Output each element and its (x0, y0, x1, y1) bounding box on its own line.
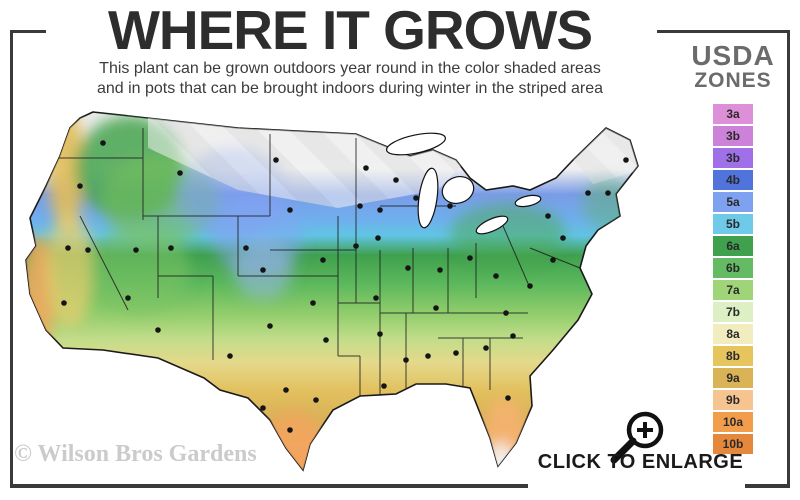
frame-top-right-segment (657, 30, 790, 33)
city-dot (283, 387, 289, 393)
city-dot (77, 183, 83, 189)
city-dot (527, 283, 533, 289)
city-dot (623, 157, 629, 163)
city-dot (65, 245, 71, 251)
frame-bottom-right-segment (745, 484, 790, 488)
city-dot (467, 255, 473, 261)
city-dot (125, 295, 131, 301)
city-dot (61, 300, 67, 306)
frame-bottom-left-segment (10, 484, 528, 488)
subtitle: This plant can be grown outdoors year ro… (0, 59, 700, 99)
city-dot (273, 157, 279, 163)
city-dot (425, 353, 431, 359)
city-dot (585, 190, 591, 196)
frame-top-left-segment (10, 30, 46, 33)
city-dot (357, 203, 363, 209)
city-dot (493, 273, 499, 279)
city-dot (133, 247, 139, 253)
city-dot (437, 267, 443, 273)
zone-swatch-7a-8: 7a (713, 280, 753, 300)
subtitle-line1: This plant can be grown outdoors year ro… (99, 60, 601, 77)
city-dot (335, 413, 341, 419)
city-dot (243, 245, 249, 251)
city-dot (447, 203, 453, 209)
city-dot (353, 243, 359, 249)
state-borders (56, 128, 581, 396)
city-dot (155, 327, 161, 333)
city-dot (310, 300, 316, 306)
city-dot (287, 207, 293, 213)
city-dot (260, 267, 266, 273)
city-dots (61, 140, 629, 433)
city-dot (320, 257, 326, 263)
city-dot (377, 331, 383, 337)
zone-swatch-6a-6: 6a (713, 236, 753, 256)
city-dot (403, 357, 409, 363)
city-dot (373, 295, 379, 301)
zone-swatch-3b-1: 3b (713, 126, 753, 146)
zone-swatch-5a-4: 5a (713, 192, 753, 212)
city-dot (85, 247, 91, 253)
city-dot (503, 310, 509, 316)
usda-zones-legend: USDA ZONES 3a 3b 3b 4b 5a 5b 6a 6b 7a 7b 8a 8b 9a 9b 1… (676, 42, 790, 456)
city-dot (227, 353, 233, 359)
zone-swatch-7b-9: 7b (713, 302, 753, 322)
city-dot (260, 405, 266, 411)
city-dot (177, 170, 183, 176)
zone-swatch-3b-2: 3b (713, 148, 753, 168)
city-dot (381, 383, 387, 389)
subtitle-line2: and in pots that can be brought indoors … (96, 80, 604, 97)
city-dot (287, 427, 293, 433)
zone-swatch-9b-13: 9b (713, 390, 753, 410)
city-dot (483, 345, 489, 351)
zone-swatch-3a-0: 3a (713, 104, 753, 124)
city-dot (267, 323, 273, 329)
great-lakes (385, 132, 542, 235)
click-to-enlarge-button[interactable]: CLICK TO ENLARGE (537, 451, 744, 473)
zone-swatch-9a-12: 9a (713, 368, 753, 388)
legend-title-zones: ZONES (694, 69, 772, 92)
city-dot (405, 265, 411, 271)
zone-swatch-5b-5: 5b (713, 214, 753, 234)
frame-left-border (10, 30, 13, 488)
magnifier-zoom-icon[interactable] (598, 400, 670, 468)
city-dot (363, 165, 369, 171)
city-dot (323, 337, 329, 343)
city-dot (550, 257, 556, 263)
city-dot (393, 177, 399, 183)
usda-zone-map[interactable] (8, 98, 656, 483)
zone-swatch-4b-3: 4b (713, 170, 753, 190)
city-dot (510, 333, 516, 339)
city-dot (505, 395, 511, 401)
city-dot (100, 140, 106, 146)
zone-swatch-10b-15: 10b (713, 434, 753, 454)
city-dot (377, 207, 383, 213)
zone-swatch-6b-7: 6b (713, 258, 753, 278)
city-dot (168, 245, 174, 251)
city-dot (545, 213, 551, 219)
city-dot (375, 235, 381, 241)
zone-swatch-10a-14: 10a (713, 412, 753, 432)
page-title: WHERE IT GROWS (107, 0, 593, 61)
city-dot (433, 305, 439, 311)
city-dot (453, 350, 459, 356)
watermark: © Wilson Bros Gardens (14, 441, 257, 467)
zone-swatch-8a-10: 8a (713, 324, 753, 344)
zone-swatch-list: 3a 3b 3b 4b 5a 5b 6a 6b 7a 7b 8a 8b 9a 9b 10a 10b (676, 104, 790, 454)
frame-right-border (787, 30, 790, 488)
zone-swatch-8b-11: 8b (713, 346, 753, 366)
city-dot (313, 397, 319, 403)
legend-title-usda: USDA (691, 40, 775, 71)
city-dot (413, 195, 419, 201)
city-dot (605, 190, 611, 196)
city-dot (560, 235, 566, 241)
